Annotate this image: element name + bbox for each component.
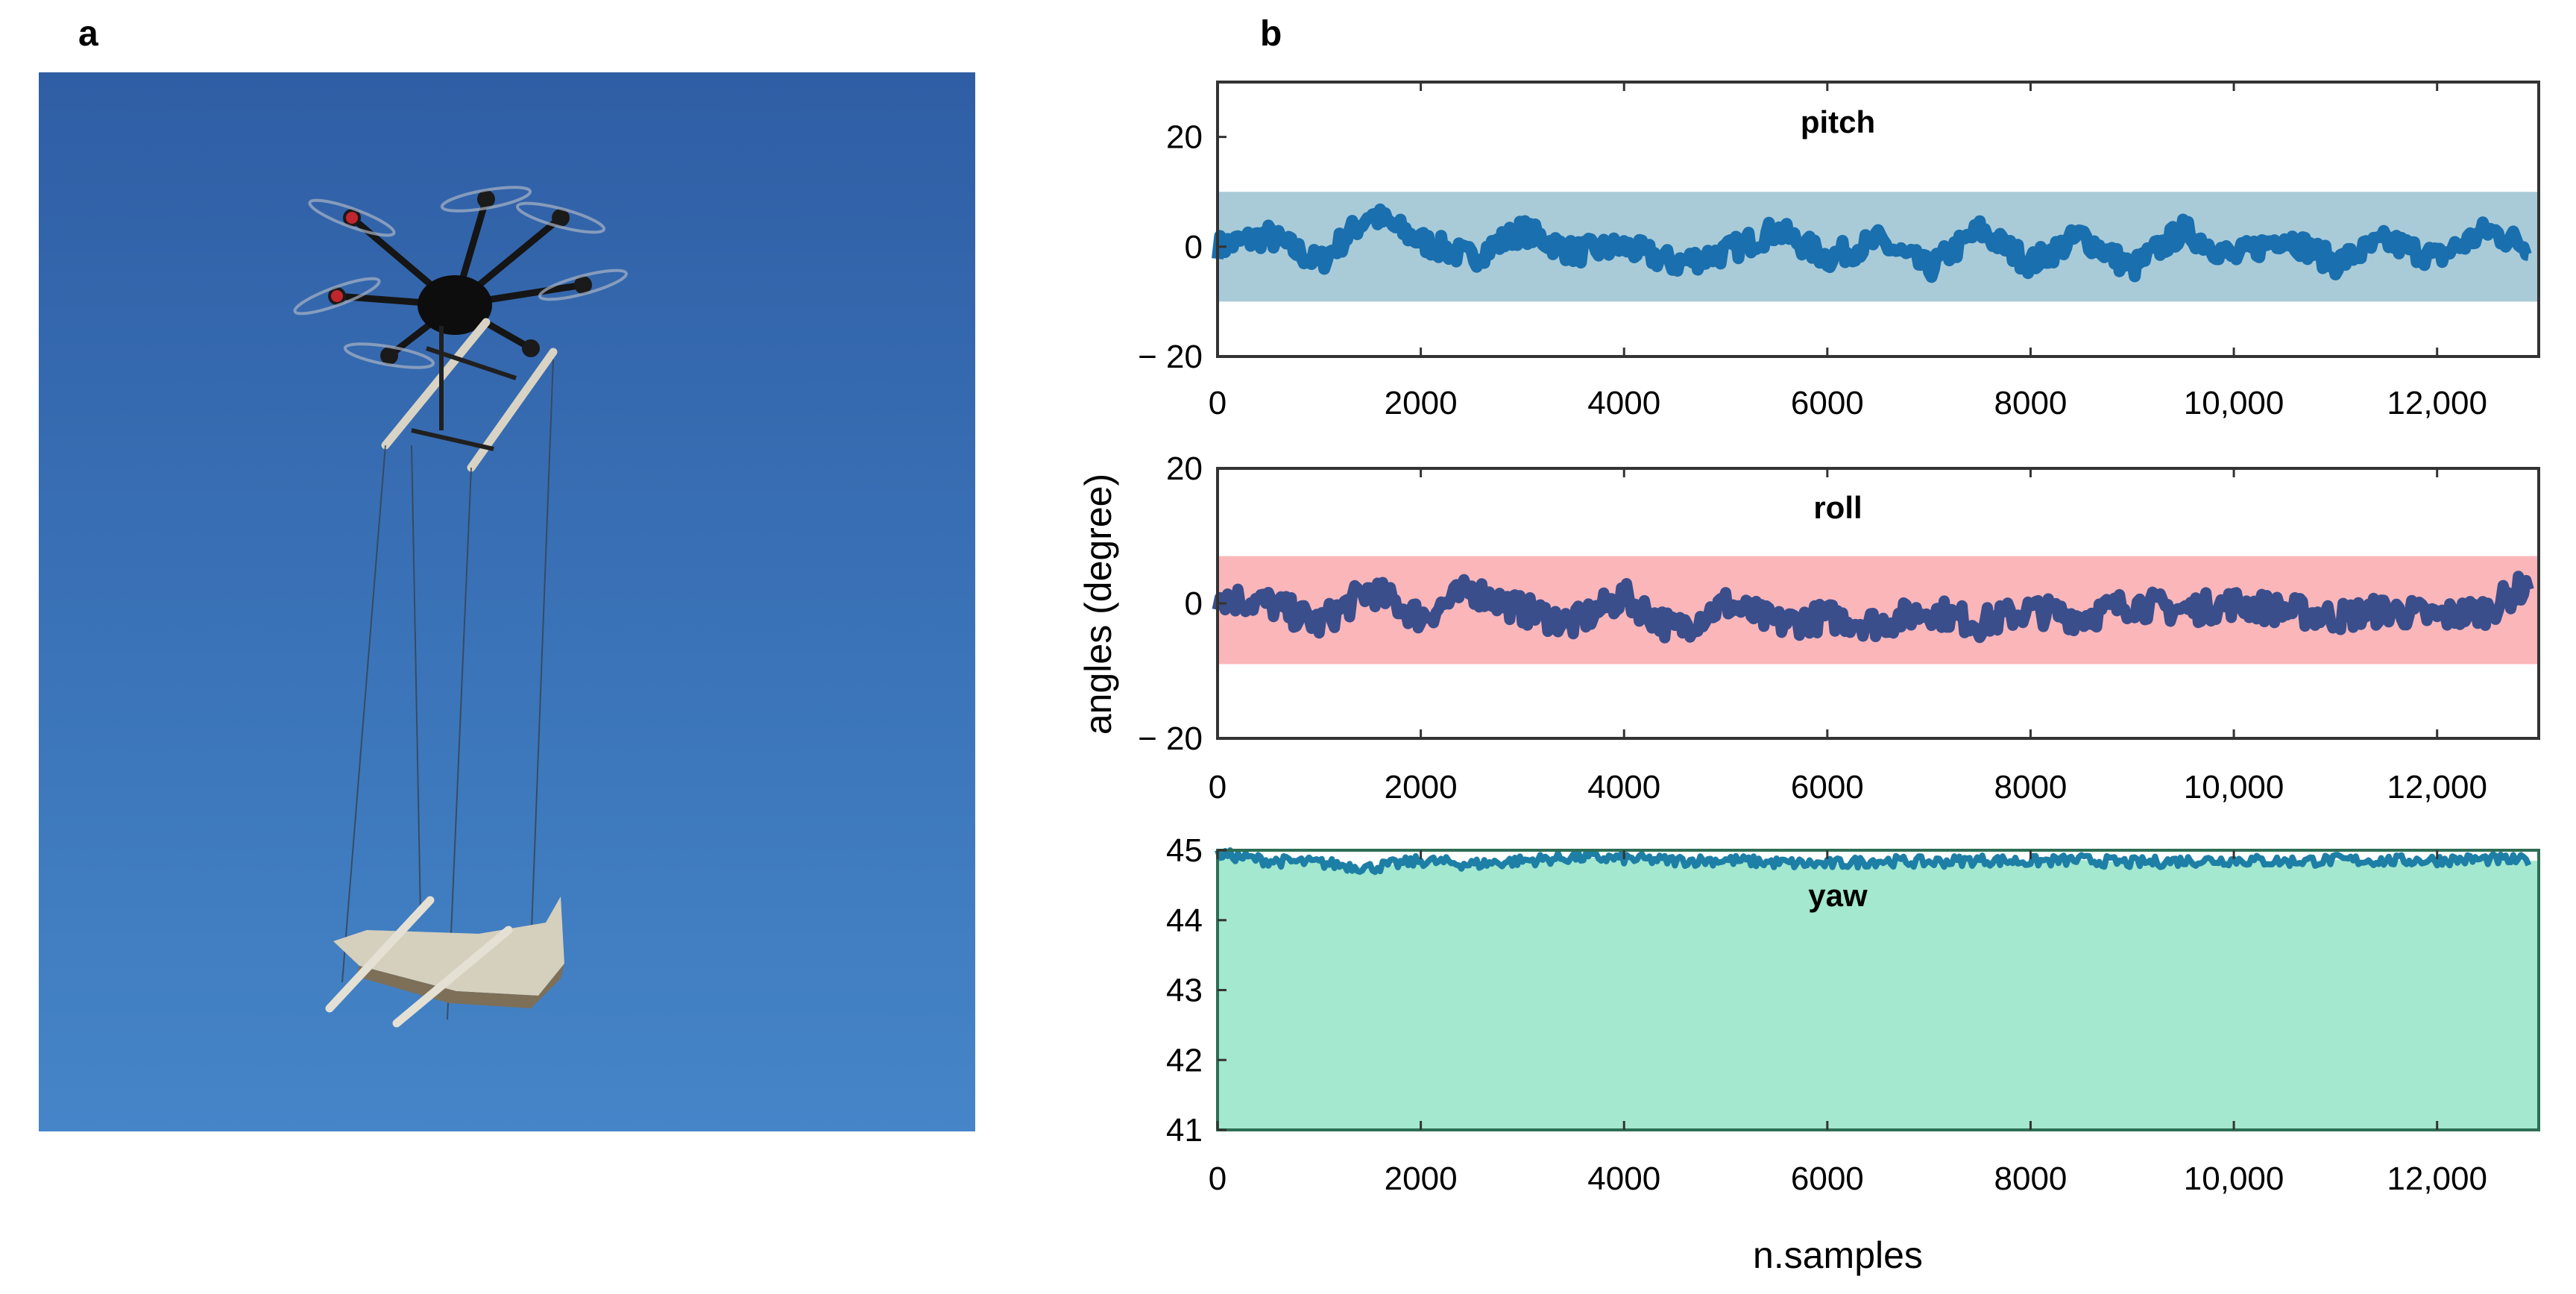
roll-series-line [1212, 571, 2534, 644]
roll-title: roll [1813, 490, 1862, 525]
drone-icon [293, 186, 629, 472]
roll-x-tick-label: 8000 [1994, 769, 2068, 805]
yaw-x-tick-label: 2000 [1385, 1160, 1458, 1197]
pitch-x-tick-label: 4000 [1587, 385, 1660, 421]
yaw-x-tick-label: 6000 [1791, 1160, 1864, 1197]
roll-x-tick-label: 2000 [1385, 769, 1458, 805]
yaw-y-tick-label: 45 [1166, 832, 1203, 869]
pitch-x-tick-label: 10,000 [2184, 385, 2284, 421]
yaw-x-tick-label: 12,000 [2387, 1160, 2487, 1197]
pitch-x-tick-label: 12,000 [2387, 385, 2487, 421]
pitch-x-tick-label: 0 [1209, 385, 1226, 421]
roll-y-tick-label: 20 [1166, 450, 1203, 487]
yaw-area [1218, 853, 2539, 1130]
pitch-x-tick-label: 6000 [1791, 385, 1864, 421]
yaw-y-tick-label: 44 [1166, 902, 1203, 939]
yaw-series-line [1215, 847, 2532, 876]
pitch-plot-frame [1216, 81, 2540, 358]
drone-photo [39, 72, 975, 1131]
roll-x-tick-label: 10,000 [2184, 769, 2284, 805]
panel-label-a: a [78, 14, 98, 54]
yaw-x-tick-label: 10,000 [2184, 1160, 2284, 1197]
yaw-x-tick-label: 4000 [1587, 1160, 1660, 1197]
pitch-y-tick-label: 20 [1166, 119, 1203, 156]
roll-x-tick-label: 6000 [1791, 769, 1864, 805]
suspension-cables-icon [341, 359, 554, 1020]
pitch-series-line [1212, 203, 2532, 283]
pitch-title: pitch [1801, 104, 1875, 139]
yaw-x-tick-label: 8000 [1994, 1160, 2068, 1197]
yaw-title: yaw [1808, 878, 1868, 913]
yaw-y-tick-label: 41 [1166, 1112, 1203, 1149]
pitch-x-tick-label: 8000 [1994, 385, 2068, 421]
x-axis-label: n.samples [1753, 1234, 1923, 1276]
yaw-y-tick-label: 42 [1166, 1042, 1203, 1078]
yaw-x-tick-label: 0 [1209, 1160, 1226, 1197]
pitch-x-tick-label: 2000 [1385, 385, 1458, 421]
panel-label-b: b [1260, 14, 1282, 54]
yaw-y-tick-label: 43 [1166, 973, 1203, 1009]
roll-x-tick-label: 0 [1209, 769, 1226, 805]
pitch-y-tick-label: − 20 [1138, 339, 1203, 375]
wing-load-icon [325, 896, 564, 1028]
pitch-y-tick-label: 0 [1185, 229, 1203, 266]
roll-y-tick-label: 0 [1185, 585, 1203, 622]
y-axis-label: angles (degree) [1077, 474, 1119, 735]
roll-y-tick-label: − 20 [1138, 720, 1203, 757]
roll-x-tick-label: 4000 [1587, 769, 1660, 805]
roll-x-tick-label: 12,000 [2387, 769, 2487, 805]
